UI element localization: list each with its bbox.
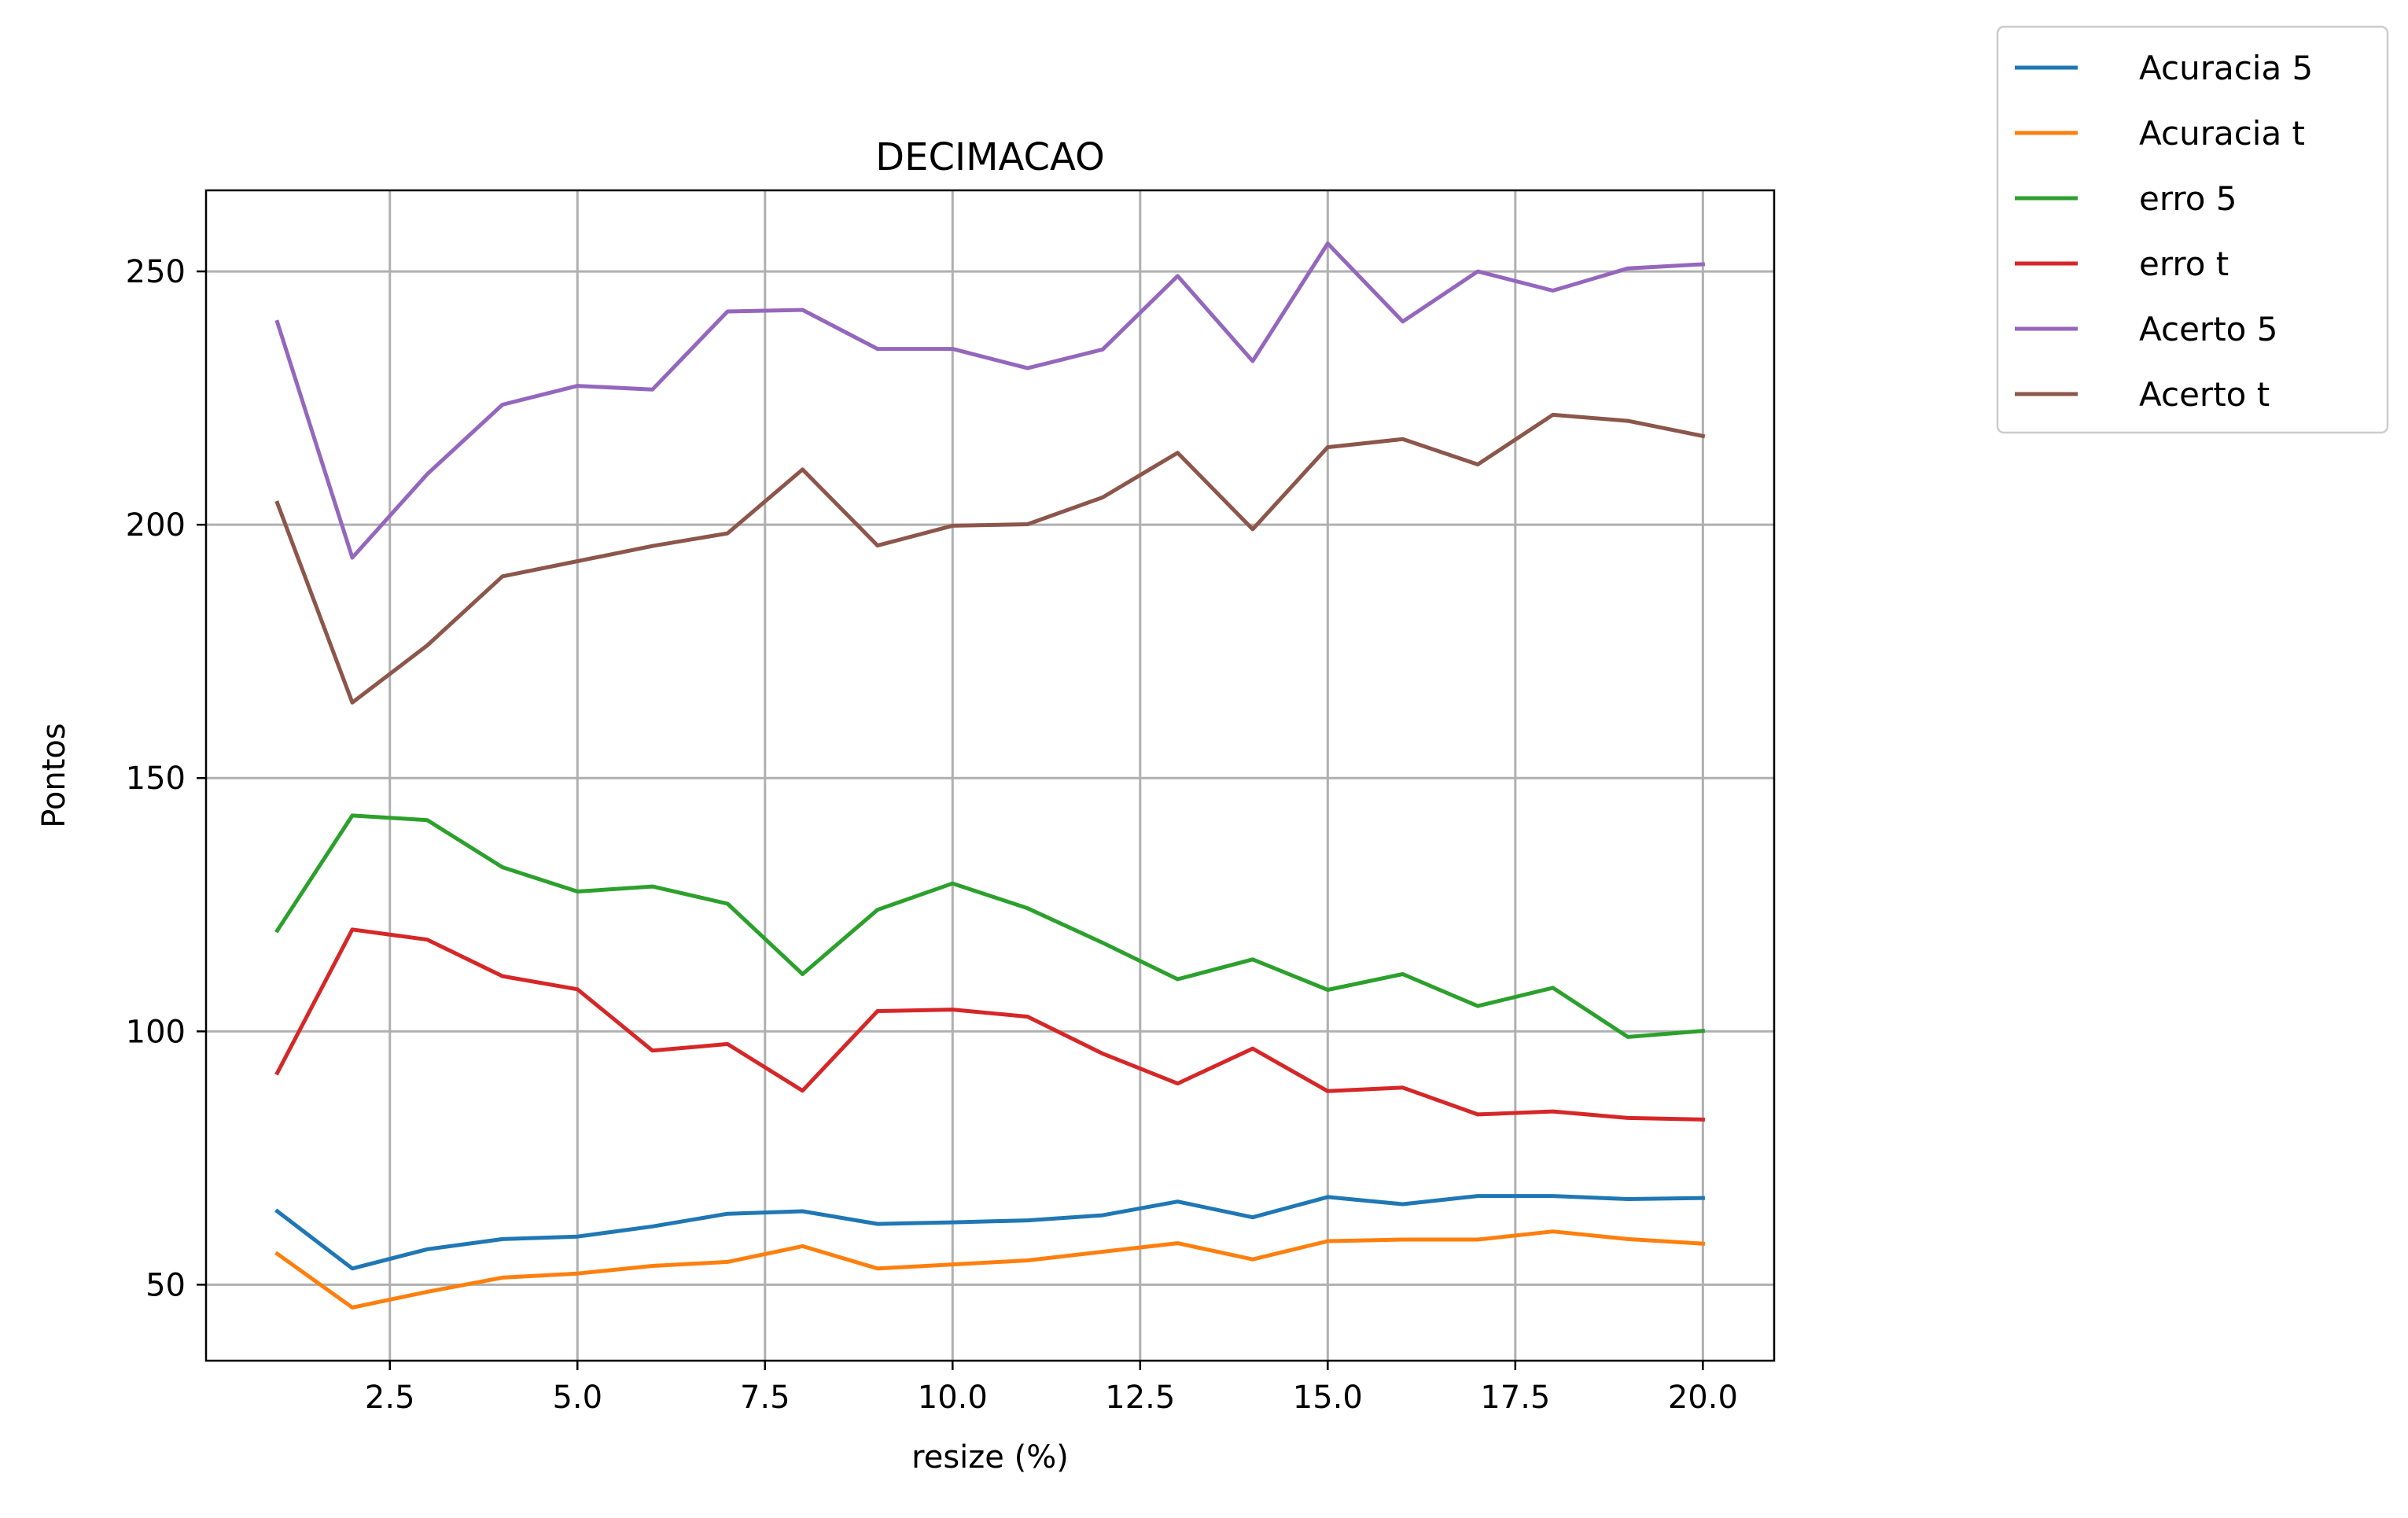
legend-label: erro t — [2139, 245, 2229, 283]
series-line-erro-5 — [274, 813, 1706, 1039]
x-tick-label: 15.0 — [1293, 1380, 1363, 1416]
legend: Acuracia 5 Acuracia t erro 5 erro t Acerto 5… — [1996, 25, 2389, 434]
chart-title: DECIMACAO — [875, 135, 1105, 179]
legend-label: Acerto t — [2139, 375, 2270, 414]
legend-entry: Acuracia t — [2015, 114, 2305, 153]
axis-ticks: 2.5 5.0 7.5 10.0 12.5 15.0 17.5 20.0 50 100 150 200… — [126, 254, 1738, 1416]
series-line-erro-t — [274, 927, 1705, 1122]
x-tick-label: 5.0 — [552, 1380, 602, 1416]
x-tick-label: 2.5 — [365, 1380, 415, 1416]
y-tick-label: 100 — [126, 1014, 186, 1050]
y-tick-label: 250 — [126, 254, 186, 290]
legend-entry: erro 5 — [2015, 179, 2237, 218]
series-line-acuracia-t — [274, 1229, 1706, 1310]
series-line-acerto-t — [274, 412, 1706, 705]
legend-entry: Acerto t — [2015, 375, 2270, 414]
legend-label: erro 5 — [2139, 179, 2237, 218]
x-tick-label: 17.5 — [1480, 1380, 1550, 1416]
x-tick-label: 12.5 — [1105, 1380, 1175, 1416]
y-axis-label: Pontos — [36, 723, 72, 828]
legend-label: Acerto 5 — [2139, 310, 2277, 348]
legend-label: Acuracia t — [2139, 114, 2305, 153]
legend-frame — [1996, 25, 2389, 434]
plot-area-frame — [204, 189, 1776, 1362]
series-line-acerto-5 — [274, 241, 1706, 560]
legend-label: Acuracia 5 — [2139, 49, 2313, 87]
y-tick-label: 200 — [126, 507, 186, 543]
legend-entry: erro t — [2015, 245, 2229, 283]
series-line-acuracia-5 — [274, 1194, 1705, 1271]
x-axis-label: resize (%) — [911, 1439, 1069, 1476]
y-tick-label: 50 — [145, 1267, 186, 1303]
y-tick-label: 150 — [126, 761, 186, 797]
legend-entry: Acuracia 5 — [2015, 49, 2313, 87]
legend-entry: Acerto 5 — [2015, 310, 2277, 348]
x-tick-label: 7.5 — [740, 1380, 790, 1416]
x-tick-label: 20.0 — [1668, 1380, 1738, 1416]
series-lines — [274, 241, 1706, 1310]
legend-entries: Acuracia 5 Acuracia t erro 5 erro t Acerto 5… — [2015, 49, 2313, 414]
x-tick-label: 10.0 — [918, 1380, 988, 1416]
